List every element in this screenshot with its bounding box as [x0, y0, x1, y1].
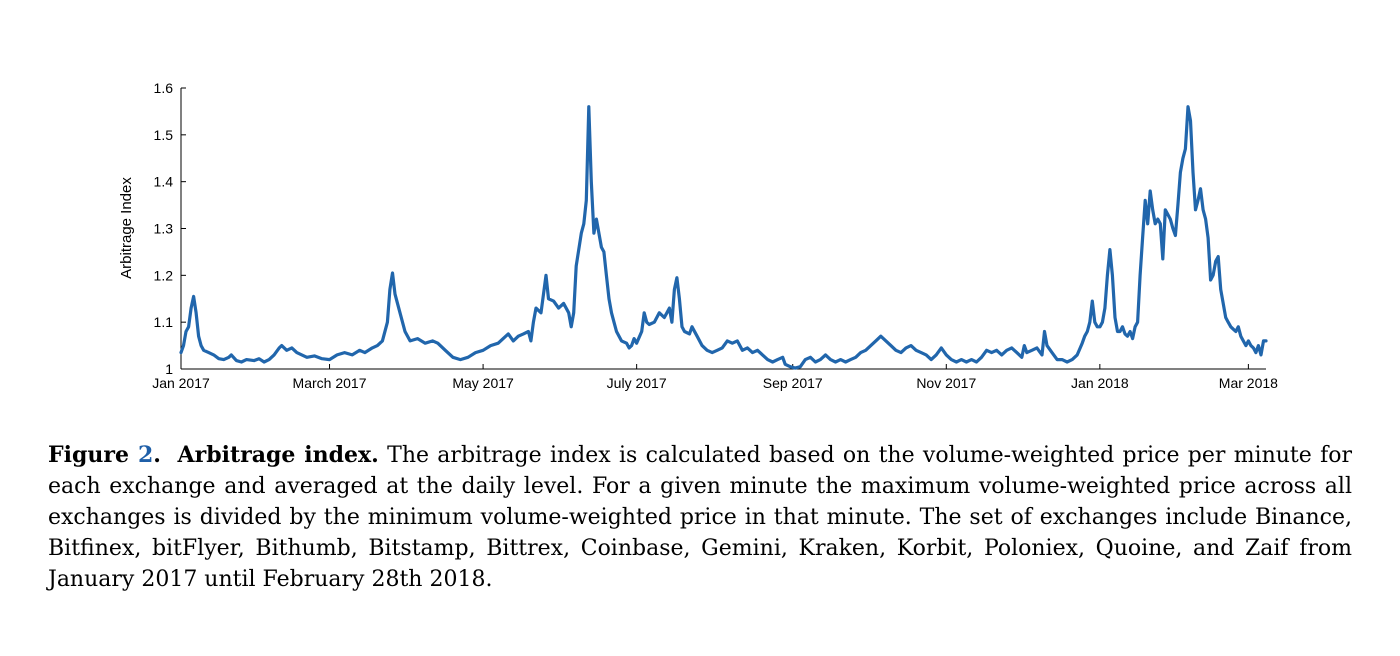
x-tick-label: Nov 2017 [916, 375, 976, 391]
caption-title: Arbitrage index. [177, 442, 379, 468]
y-tick-label: 1 [165, 361, 173, 377]
x-tick-label: July 2017 [607, 375, 667, 391]
figure-caption: Figure 2. Arbitrage index. The arbitrage… [48, 440, 1352, 595]
y-tick-label: 1.4 [154, 174, 174, 190]
y-tick-label: 1.1 [154, 314, 174, 330]
y-axis-label: Arbitrage Index [118, 177, 135, 279]
caption-text: The arbitrage index is calculated based … [48, 443, 1352, 592]
x-tick-label: Jan 2018 [1071, 375, 1129, 391]
y-tick-label: 1.6 [154, 80, 174, 96]
x-tick-label: Sep 2017 [763, 375, 823, 391]
figure-number[interactable]: 2 [137, 442, 154, 468]
x-tick-label: Mar 2018 [1219, 375, 1278, 391]
y-axis-ticks: 1 1.1 1.2 1.3 1.4 1.5 1.6 [154, 80, 186, 377]
x-tick-label: Jan 2017 [152, 375, 210, 391]
y-tick-label: 1.5 [154, 127, 174, 143]
y-tick-label: 1.3 [154, 221, 174, 237]
chart-axes [180, 88, 1266, 370]
arbitrage-index-chart: 1 1.1 1.2 1.3 1.4 1.5 1.6 Jan 2017 March 2017 Ma… [118, 80, 1278, 391]
series-line [179, 105, 1268, 370]
x-axis-ticks: Jan 2017 March 2017 May 2017 July 2017 Sep 2… [152, 364, 1278, 391]
figure-label: Figure 2. [48, 442, 161, 468]
x-tick-label: March 2017 [293, 375, 367, 391]
y-tick-label: 1.2 [154, 267, 174, 283]
x-tick-label: May 2017 [452, 375, 514, 391]
